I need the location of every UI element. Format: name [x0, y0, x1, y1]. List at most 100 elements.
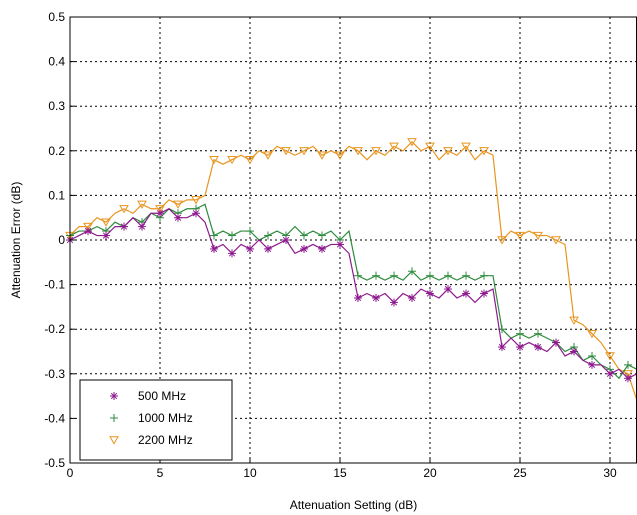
data-point — [606, 369, 614, 378]
y-tick-label: 0.2 — [48, 144, 65, 158]
series-line — [69, 141, 637, 401]
data-point — [209, 156, 219, 165]
data-point — [624, 360, 632, 369]
data-point — [462, 289, 470, 298]
data-point — [480, 271, 488, 280]
data-point — [371, 147, 381, 156]
y-tick-label: -0.3 — [44, 367, 65, 381]
series-layer — [65, 138, 637, 401]
data-point — [462, 271, 470, 280]
legend-item: 500 MHz — [110, 389, 186, 403]
data-point — [156, 209, 164, 218]
data-point — [623, 370, 633, 379]
data-point — [480, 289, 488, 298]
legend-label: 500 MHz — [138, 389, 186, 403]
data-point — [246, 227, 254, 236]
data-point — [425, 142, 435, 151]
data-point — [389, 142, 399, 151]
data-point — [372, 293, 380, 302]
data-point — [300, 244, 308, 253]
legend-marker — [109, 436, 119, 445]
data-point — [300, 231, 308, 240]
data-point — [138, 222, 146, 231]
data-point — [588, 351, 596, 360]
data-point — [426, 271, 434, 280]
legend-label: 1000 MHz — [138, 411, 193, 425]
series-line — [69, 208, 637, 379]
data-point — [246, 244, 254, 253]
legend-box — [79, 379, 233, 461]
data-point — [102, 231, 110, 240]
data-point — [587, 329, 597, 339]
x-tick-label: 30 — [603, 466, 617, 480]
data-point — [264, 231, 272, 240]
data-point — [390, 298, 398, 307]
data-point — [299, 147, 309, 156]
data-point — [498, 343, 506, 352]
legend: 500 MHz 1000 MHz 2200 MHz — [79, 379, 233, 461]
data-point — [497, 236, 507, 245]
data-point — [354, 293, 362, 302]
data-point — [191, 196, 201, 205]
data-point — [570, 347, 578, 356]
series-1000-mhz — [66, 203, 637, 380]
data-point — [533, 231, 543, 241]
series-line — [69, 203, 637, 380]
data-point — [281, 147, 291, 156]
data-point — [228, 231, 236, 240]
x-tick-label: 20 — [423, 466, 437, 480]
data-point — [534, 329, 542, 338]
series-2200-mhz — [65, 138, 637, 401]
data-point — [407, 138, 417, 147]
data-point — [264, 244, 272, 253]
data-point — [408, 293, 416, 302]
y-tick-label: -0.1 — [44, 278, 65, 292]
data-point — [444, 271, 452, 280]
data-point — [84, 227, 92, 236]
data-point — [210, 244, 218, 253]
data-point — [245, 156, 255, 165]
x-tick-label: 15 — [333, 466, 347, 480]
y-tick-label: 0.4 — [48, 55, 65, 69]
data-point — [318, 231, 326, 240]
data-point — [461, 142, 471, 151]
data-point — [174, 213, 182, 222]
data-point — [119, 205, 129, 214]
y-tick-label: 0.1 — [48, 188, 65, 202]
data-point — [354, 271, 362, 280]
data-point — [336, 240, 344, 249]
x-tick-label: 5 — [157, 466, 164, 480]
legend-marker — [110, 392, 118, 400]
data-point — [588, 360, 596, 369]
legend-marker — [110, 414, 118, 422]
y-tick-label: -0.5 — [44, 456, 65, 470]
data-point — [227, 156, 237, 165]
data-point — [479, 147, 489, 156]
data-point — [569, 316, 579, 325]
data-point — [443, 147, 453, 156]
x-tick-label: 25 — [513, 466, 527, 480]
x-tick-label: 10 — [243, 466, 257, 480]
x-axis-label: Attenuation Setting (dB) — [290, 498, 417, 512]
series-500-mhz — [66, 208, 637, 383]
data-point — [173, 200, 183, 209]
data-point — [192, 209, 200, 218]
data-point — [210, 231, 218, 240]
data-point — [534, 343, 542, 352]
y-tick-label: 0 — [58, 233, 65, 247]
y-tick-label: -0.2 — [44, 322, 65, 336]
data-point — [335, 151, 345, 160]
data-point — [228, 249, 236, 258]
data-point — [372, 271, 380, 280]
data-point — [137, 200, 147, 209]
x-tick-label: 0 — [67, 466, 74, 480]
data-point — [353, 147, 363, 156]
data-point — [318, 244, 326, 253]
y-tick-label: 0.3 — [48, 99, 65, 113]
legend-item: 2200 MHz — [109, 433, 193, 447]
data-point — [516, 343, 524, 352]
legend-item: 1000 MHz — [110, 411, 193, 425]
data-point — [551, 236, 561, 245]
y-axis-label: Attenuation Error (dB) — [9, 182, 23, 299]
